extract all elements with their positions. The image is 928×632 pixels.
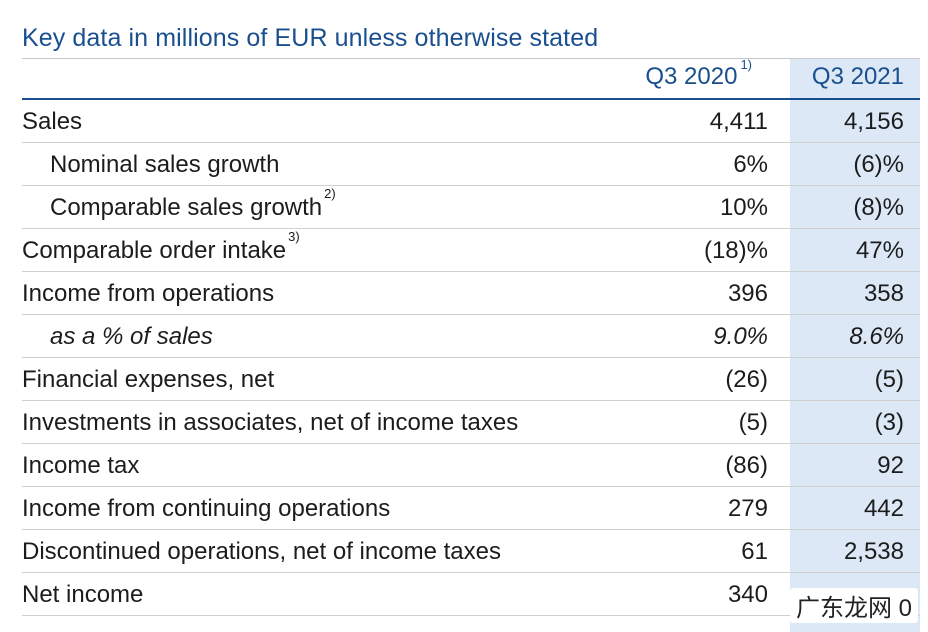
- table-row-investments-in-associates: Investments in associates, net of income…: [22, 401, 920, 444]
- value-q3-2020: 279: [727, 495, 768, 522]
- value-q3-2020: 396: [727, 280, 768, 307]
- footnote-marker: 2): [324, 186, 336, 201]
- value-q3-2021: (3): [874, 409, 904, 436]
- row-label: Financial expenses, net: [22, 366, 275, 393]
- value-q3-2020: (26): [725, 366, 768, 393]
- value-q3-2021: 358: [863, 280, 904, 307]
- row-label: Net income: [22, 581, 144, 608]
- table-row-financial-expenses: Financial expenses, net (26) (5): [22, 358, 920, 401]
- row-label: Income from continuing operations: [22, 495, 391, 522]
- value-q3-2020: 4,411: [709, 108, 768, 135]
- table-row-income-tax: Income tax (86) 92: [22, 444, 920, 487]
- table-row-sales: Sales 4,411 4,156: [22, 100, 920, 143]
- value-q3-2020: 9.0%: [713, 323, 768, 350]
- value-q3-2021: 442: [863, 495, 904, 522]
- footnote-marker: 3): [288, 229, 300, 244]
- table-row-comparable-sales-growth: Comparable sales growth2) 10% (8)%: [22, 186, 920, 229]
- value-q3-2020: 61: [741, 538, 768, 565]
- value-q3-2021: 92: [877, 452, 904, 479]
- table-row-discontinued-operations: Discontinued operations, net of income t…: [22, 530, 920, 573]
- row-label: Income from operations: [22, 280, 275, 307]
- table-row-net-income: Net income 340: [22, 573, 920, 616]
- value-q3-2021: 8.6%: [849, 323, 904, 350]
- row-label: Income tax: [22, 452, 140, 479]
- table-row-income-from-operations: Income from operations 396 358: [22, 272, 920, 315]
- value-q3-2020: 340: [727, 581, 768, 608]
- row-label: as a % of sales: [50, 323, 213, 350]
- row-label: Investments in associates, net of income…: [22, 409, 519, 436]
- q3-2021-column-highlight: [790, 58, 920, 632]
- table-row-nominal-sales-growth: Nominal sales growth 6% (6)%: [22, 143, 920, 186]
- value-q3-2021: 2,538: [843, 538, 904, 565]
- value-q3-2021: (5): [874, 366, 904, 393]
- header-q3-2021: Q3 2021: [811, 63, 904, 90]
- row-label: Sales: [22, 108, 83, 135]
- value-q3-2021: 47%: [855, 237, 904, 264]
- table-row-income-from-continuing-operations: Income from continuing operations 279 44…: [22, 487, 920, 530]
- header-q3-2020: Q3 2020 1): [645, 57, 752, 90]
- value-q3-2020: (18)%: [703, 237, 768, 264]
- table-row-percent-of-sales: as a % of sales 9.0% 8.6%: [22, 315, 920, 358]
- value-q3-2020: (86): [725, 452, 768, 479]
- watermark-overlay: 广东龙网 0: [790, 588, 919, 623]
- row-label: Discontinued operations, net of income t…: [22, 538, 501, 565]
- value-q3-2021: (8)%: [853, 194, 904, 221]
- value-q3-2020: 10%: [719, 194, 768, 221]
- top-rule: [22, 58, 920, 59]
- header-row: Q3 2020 1) Q3 2021: [22, 57, 920, 99]
- row-label: Nominal sales growth: [50, 151, 280, 178]
- row-label: Comparable order intake3): [22, 229, 300, 264]
- header-rule: [22, 98, 920, 100]
- value-q3-2020: 6%: [733, 151, 768, 178]
- row-label: Comparable sales growth2): [50, 186, 336, 221]
- value-q3-2020: (5): [738, 409, 768, 436]
- table-row-comparable-order-intake: Comparable order intake3) (18)% 47%: [22, 229, 920, 272]
- value-q3-2021: (6)%: [853, 151, 904, 178]
- value-q3-2021: 4,156: [843, 108, 904, 135]
- table-title: Key data in millions of EUR unless other…: [22, 24, 599, 52]
